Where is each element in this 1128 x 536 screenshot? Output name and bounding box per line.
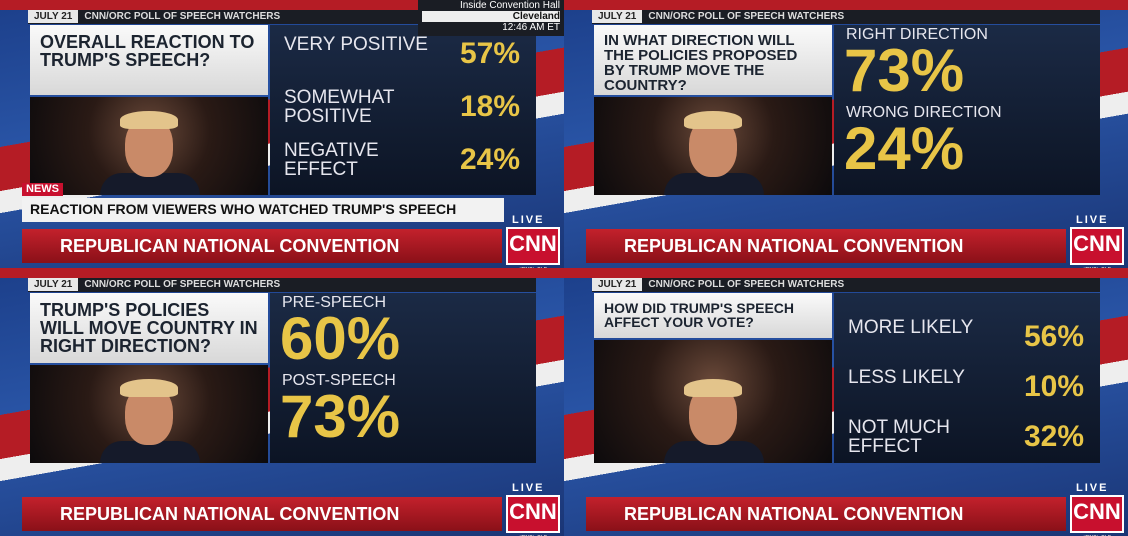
option-label: SOMEWHAT POSITIVE xyxy=(284,87,395,127)
live-label: LIVE xyxy=(512,482,545,494)
cnn-logo: CNN#RNCinCLE xyxy=(1070,227,1124,268)
convention-banner: REPUBLICAN NATIONAL CONVENTION xyxy=(22,497,502,531)
hashtag: #RNCinCLE xyxy=(1072,525,1122,536)
question: HOW DID TRUMP'S SPEECH AFFECT YOUR VOTE? xyxy=(594,293,832,338)
live-label: LIVE xyxy=(1076,214,1109,226)
speaker-photo xyxy=(30,97,268,195)
flag-stripe-top xyxy=(0,268,564,278)
option-label: WRONG DIRECTION xyxy=(846,104,1002,121)
option-value: 60% xyxy=(280,305,401,372)
option-value: 57% xyxy=(459,37,520,70)
hashtag: #RNCinCLE xyxy=(508,525,558,536)
speaker-photo xyxy=(30,365,268,463)
flag-stripe-top xyxy=(564,268,1128,278)
cnn-logo: CNN#RNCinCLE xyxy=(506,495,560,536)
tv-frame: JULY 21 CNN/ORC POLL OF SPEECH WATCHERS HO… xyxy=(564,268,1128,536)
live-label: LIVE xyxy=(1076,482,1109,494)
lower-third: REACTION FROM VIEWERS WHO WATCHED TRUMP'… xyxy=(22,198,504,222)
flag-stripe-top xyxy=(564,0,1128,10)
question: TRUMP'S POLICIES WILL MOVE COUNTRY IN RI… xyxy=(30,293,268,363)
tv-frame: JULY 21 CNN/ORC POLL OF SPEECH WATCHERS TR… xyxy=(0,268,564,536)
venue: Inside Convention Hall xyxy=(459,0,560,11)
tv-frame: JULY 21 CNN/ORC POLL OF SPEECH WATCHERS OV… xyxy=(0,0,564,268)
convention-banner: REPUBLICAN NATIONAL CONVENTION xyxy=(586,229,1066,263)
suit xyxy=(100,441,200,463)
option-value: 32% xyxy=(1023,420,1084,453)
date: JULY 21 xyxy=(28,278,79,291)
poll-source: CNN/ORC POLL OF SPEECH WATCHERS xyxy=(84,279,281,290)
flag-stripe-top xyxy=(0,0,564,10)
location-box: Inside Convention Hall Cleveland 12:46 AM … xyxy=(418,0,564,36)
option-label: MORE LIKELY xyxy=(848,317,974,338)
cnn-logo: CNN#RNCinCLE xyxy=(1070,495,1124,536)
option-label: RIGHT DIRECTION xyxy=(846,26,988,43)
results-panel: MORE LIKELY 56% LESS LIKELY 10% NOT MUCH EFF… xyxy=(834,293,1100,463)
date: JULY 21 xyxy=(592,10,643,23)
date: JULY 21 xyxy=(592,278,643,291)
option-value: 73% xyxy=(844,37,965,104)
time: 12:46 AM ET xyxy=(502,22,560,33)
poll-source: CNN/ORC POLL OF SPEECH WATCHERS xyxy=(648,11,845,22)
suit xyxy=(664,441,764,463)
hashtag: #RNCinCLE xyxy=(1072,257,1122,268)
poll-source: CNN/ORC POLL OF SPEECH WATCHERS xyxy=(648,279,845,290)
hashtag: #RNCinCLE xyxy=(508,257,558,268)
speaker-photo xyxy=(594,97,832,195)
results-panel: RIGHT DIRECTION 73% WRONG DIRECTION 24% xyxy=(834,25,1100,195)
poll-header: JULY 21 CNN/ORC POLL OF SPEECH WATCHERS xyxy=(28,10,536,24)
hair xyxy=(120,379,178,397)
convention-banner: REPUBLICAN NATIONAL CONVENTION xyxy=(22,229,502,263)
logo-text: CNN xyxy=(509,231,557,256)
poll-source: CNN/ORC POLL OF SPEECH WATCHERS xyxy=(84,11,281,22)
option-label: NOT MUCH EFFECT xyxy=(848,417,951,457)
news-tag: NEWS xyxy=(22,183,63,196)
option-label: LESS LIKELY xyxy=(848,367,965,388)
option-label: PRE-SPEECH xyxy=(282,294,387,311)
results-panel: VERY POSITIVE 57% SOMEWHAT POSITIVE 18% NEGA… xyxy=(270,25,536,195)
hair xyxy=(120,111,178,129)
option-value: 18% xyxy=(459,90,520,123)
live-label: LIVE xyxy=(512,214,545,226)
option-label: NEGATIVE EFFECT xyxy=(284,140,379,180)
option-value: 73% xyxy=(280,383,401,450)
cnn-logo: CNN#RNCinCLE xyxy=(506,227,560,268)
option-value: 56% xyxy=(1023,320,1084,353)
option-value: 10% xyxy=(1023,370,1084,403)
city: Cleveland xyxy=(422,11,560,22)
hair xyxy=(684,111,742,129)
suit xyxy=(664,173,764,195)
option-label: POST-SPEECH xyxy=(282,372,396,389)
option-label: VERY POSITIVE xyxy=(284,34,428,55)
speaker-photo xyxy=(594,340,832,463)
question: OVERALL REACTION TO TRUMP'S SPEECH? xyxy=(30,25,268,95)
option-value: 24% xyxy=(844,115,965,182)
convention-banner: REPUBLICAN NATIONAL CONVENTION xyxy=(586,497,1066,531)
poll-header: JULY 21 CNN/ORC POLL OF SPEECH WATCHERS xyxy=(28,278,536,292)
logo-text: CNN xyxy=(509,499,557,524)
poll-header: JULY 21 CNN/ORC POLL OF SPEECH WATCHERS xyxy=(592,278,1100,292)
hair xyxy=(684,379,742,397)
suit xyxy=(100,173,200,195)
results-panel: PRE-SPEECH 60% POST-SPEECH 73% xyxy=(270,293,536,463)
question: IN WHAT DIRECTION WILL THE POLICIES PROP… xyxy=(594,25,832,95)
option-value: 24% xyxy=(459,143,520,176)
tv-frame: JULY 21 CNN/ORC POLL OF SPEECH WATCHERS IN… xyxy=(564,0,1128,268)
poll-header: JULY 21 CNN/ORC POLL OF SPEECH WATCHERS xyxy=(592,10,1100,24)
date: JULY 21 xyxy=(28,10,79,23)
logo-text: CNN xyxy=(1073,499,1121,524)
logo-text: CNN xyxy=(1073,231,1121,256)
